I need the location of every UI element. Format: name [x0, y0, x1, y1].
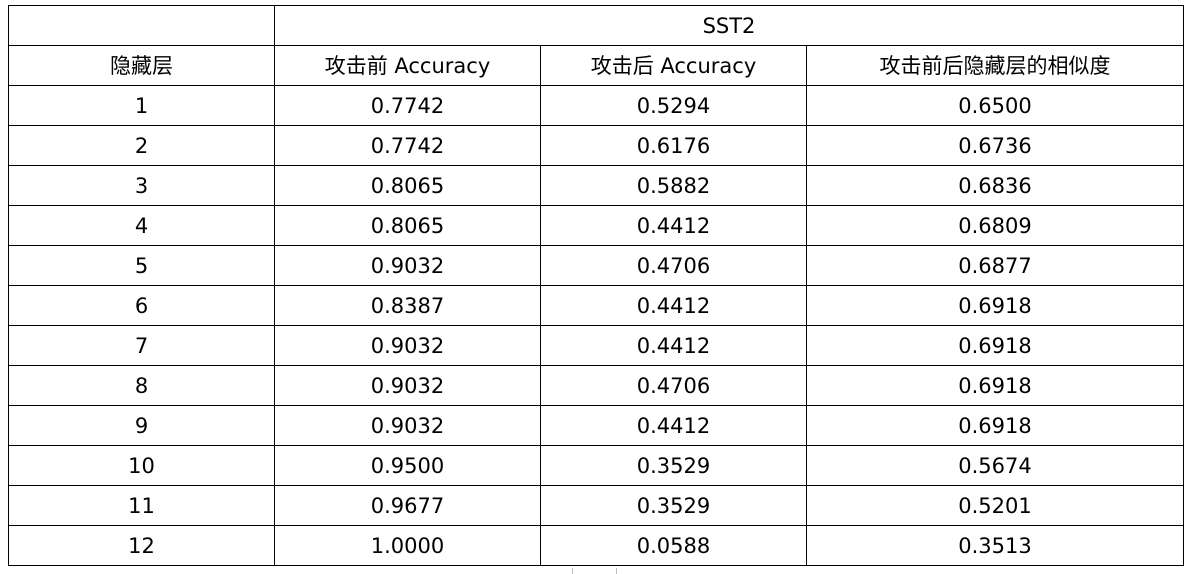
cell-accuracy-after: 0.4706 — [540, 245, 807, 286]
cell-similarity: 0.3513 — [806, 525, 1184, 566]
group-header-row: SST2 — [8, 5, 1184, 46]
column-header-hidden-layer: 隐藏层 — [8, 45, 275, 86]
table-row: 9 0.9032 0.4412 0.6918 — [8, 405, 1184, 446]
results-table: SST2 隐藏层 攻击前 Accuracy 攻击后 Accuracy 攻击前后隐… — [8, 5, 1184, 566]
cell-accuracy-before: 0.9032 — [274, 405, 541, 446]
cell-accuracy-after: 0.3529 — [540, 445, 807, 486]
column-header-row: 隐藏层 攻击前 Accuracy 攻击后 Accuracy 攻击前后隐藏层的相似… — [8, 45, 1184, 86]
cell-accuracy-before: 0.9500 — [274, 445, 541, 486]
table-row: 3 0.8065 0.5882 0.6836 — [8, 165, 1184, 206]
column-header-hidden-layer-similarity: 攻击前后隐藏层的相似度 — [806, 45, 1184, 86]
cell-hidden-layer: 2 — [8, 125, 275, 166]
cell-similarity: 0.6809 — [806, 205, 1184, 246]
cell-hidden-layer: 3 — [8, 165, 275, 206]
cell-accuracy-after: 0.0588 — [540, 525, 807, 566]
cell-accuracy-before: 0.9677 — [274, 485, 541, 526]
cell-accuracy-before: 0.8065 — [274, 205, 541, 246]
cell-hidden-layer: 6 — [8, 285, 275, 326]
cell-hidden-layer: 4 — [8, 205, 275, 246]
cell-accuracy-after: 0.4412 — [540, 285, 807, 326]
blank-corner-cell — [8, 5, 275, 46]
cell-accuracy-before: 0.9032 — [274, 365, 541, 406]
cell-accuracy-before: 1.0000 — [274, 525, 541, 566]
table-body: SST2 隐藏层 攻击前 Accuracy 攻击后 Accuracy 攻击前后隐… — [8, 5, 1184, 566]
cell-similarity: 0.6736 — [806, 125, 1184, 166]
column-header-accuracy-after-attack: 攻击后 Accuracy — [540, 45, 807, 86]
cell-hidden-layer: 12 — [8, 525, 275, 566]
cell-accuracy-before: 0.9032 — [274, 325, 541, 366]
cell-hidden-layer: 11 — [8, 485, 275, 526]
table-row: 10 0.9500 0.3529 0.5674 — [8, 445, 1184, 486]
cell-accuracy-before: 0.8065 — [274, 165, 541, 206]
cell-similarity: 0.5201 — [806, 485, 1184, 526]
cell-accuracy-before: 0.7742 — [274, 85, 541, 126]
cell-hidden-layer: 9 — [8, 405, 275, 446]
stray-line-mark — [616, 568, 617, 574]
cell-hidden-layer: 7 — [8, 325, 275, 366]
cell-hidden-layer: 5 — [8, 245, 275, 286]
cell-accuracy-after: 0.5882 — [540, 165, 807, 206]
cell-similarity: 0.6877 — [806, 245, 1184, 286]
cell-accuracy-after: 0.3529 — [540, 485, 807, 526]
cell-similarity: 0.6918 — [806, 365, 1184, 406]
cell-similarity: 0.6918 — [806, 405, 1184, 446]
cell-accuracy-before: 0.7742 — [274, 125, 541, 166]
cell-hidden-layer: 1 — [8, 85, 275, 126]
cell-similarity: 0.6836 — [806, 165, 1184, 206]
table-row: 12 1.0000 0.0588 0.3513 — [8, 525, 1184, 566]
cell-similarity: 0.6918 — [806, 325, 1184, 366]
cell-hidden-layer: 8 — [8, 365, 275, 406]
table-row: 4 0.8065 0.4412 0.6809 — [8, 205, 1184, 246]
column-header-accuracy-before-attack: 攻击前 Accuracy — [274, 45, 541, 86]
cell-similarity: 0.5674 — [806, 445, 1184, 486]
dataset-header-sst2: SST2 — [274, 5, 1184, 46]
cell-accuracy-after: 0.4412 — [540, 405, 807, 446]
cell-accuracy-before: 0.8387 — [274, 285, 541, 326]
cell-accuracy-after: 0.4412 — [540, 325, 807, 366]
cell-accuracy-before: 0.9032 — [274, 245, 541, 286]
table-row: 6 0.8387 0.4412 0.6918 — [8, 285, 1184, 326]
table-row: 7 0.9032 0.4412 0.6918 — [8, 325, 1184, 366]
table-row: 2 0.7742 0.6176 0.6736 — [8, 125, 1184, 166]
cell-similarity: 0.6500 — [806, 85, 1184, 126]
cell-accuracy-after: 0.5294 — [540, 85, 807, 126]
cell-similarity: 0.6918 — [806, 285, 1184, 326]
cell-accuracy-after: 0.4412 — [540, 205, 807, 246]
table-row: 8 0.9032 0.4706 0.6918 — [8, 365, 1184, 406]
cell-hidden-layer: 10 — [8, 445, 275, 486]
cell-accuracy-after: 0.6176 — [540, 125, 807, 166]
table-row: 11 0.9677 0.3529 0.5201 — [8, 485, 1184, 526]
table-row: 5 0.9032 0.4706 0.6877 — [8, 245, 1184, 286]
table-row: 1 0.7742 0.5294 0.6500 — [8, 85, 1184, 126]
cell-accuracy-after: 0.4706 — [540, 365, 807, 406]
stray-line-mark — [572, 568, 573, 574]
